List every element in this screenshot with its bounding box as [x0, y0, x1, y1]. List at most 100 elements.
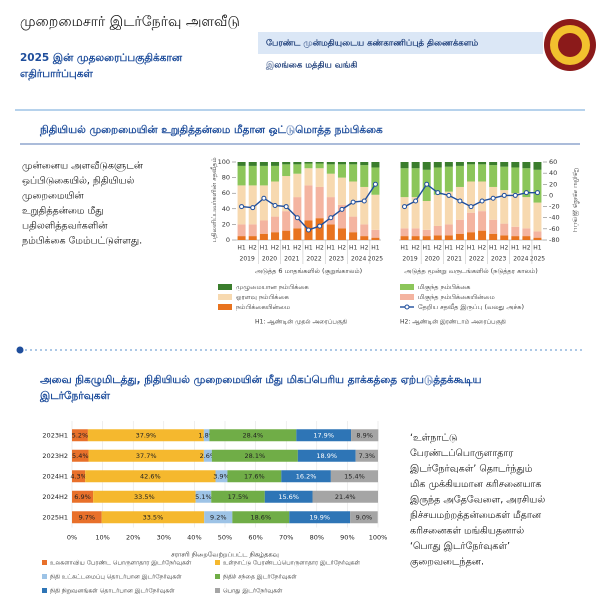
legend-swatch [218, 284, 232, 290]
legend-swatch [218, 294, 232, 300]
bar-segment [248, 224, 257, 237]
bar-segment [433, 235, 442, 240]
bar-segment [522, 197, 531, 229]
y-tick-label: 80 [222, 174, 230, 182]
bar-segment [72, 429, 88, 442]
y2-tick-label: -40 [549, 214, 560, 222]
legend-label: தேறிய சதவீத இருப்பு (வலது அச்சு) [418, 303, 524, 311]
bar-segment [293, 162, 302, 165]
bar-segment [400, 162, 409, 169]
bar-segment [455, 165, 464, 187]
bar-segment [304, 162, 313, 164]
bar-segment [72, 511, 102, 524]
year-label: 2021 [284, 256, 299, 263]
bar-segment [349, 181, 358, 217]
year-label: 2020 [262, 256, 277, 263]
paragraph-line: முறைமையின் [22, 191, 84, 202]
x-tick-label: 70% [279, 534, 293, 542]
x-tick-label: H2 [338, 245, 347, 252]
bar-segment [337, 177, 346, 205]
bar-segment [478, 181, 487, 212]
y2-tick-label: -80 [549, 236, 560, 244]
data-label: 2.6% [200, 452, 217, 460]
bar-segment [271, 181, 280, 217]
bar-segment [281, 470, 331, 483]
legend-swatch [42, 588, 47, 593]
y-tick-label: 2025H1 [42, 513, 68, 521]
bar-segment [248, 185, 257, 225]
legend-label: நம்பிக்கையின்மை [236, 303, 291, 311]
x-tick-label: 10% [95, 534, 109, 542]
bar-segment [237, 162, 246, 166]
net-balance-point [250, 205, 256, 211]
bar-segment [297, 449, 356, 462]
data-label: 9.7% [79, 513, 96, 521]
y2-tick-label: 20 [549, 180, 557, 188]
bar-segment [500, 235, 509, 240]
x-tick-label: H2 [293, 245, 302, 252]
x-tick-label: H2 [249, 245, 258, 252]
bar-segment [264, 490, 313, 503]
bar-segment [282, 230, 291, 240]
bar-segment [72, 470, 86, 483]
subtitle: 2025 இன் முதலரைப்பகுதிக்கான [20, 52, 183, 66]
bar-segment [489, 165, 498, 187]
x-tick-label: 50% [218, 534, 232, 542]
legend-label: உள்நாட்டு பேரண்டப்பொருளாதார இடர்நேர்வுகள… [223, 560, 361, 567]
bar-segment [304, 168, 313, 186]
paragraph-line: பதிலளித்தவர்களின் [22, 221, 108, 232]
bar-segment [433, 194, 442, 226]
y2-tick-label: 60 [549, 158, 557, 166]
x-tick-label: H2 [271, 245, 280, 252]
bar-segment [293, 164, 302, 174]
bar-segment [349, 162, 358, 165]
bar-segment [293, 173, 302, 198]
x-tick-label: H1 [371, 245, 380, 252]
net-balance-point [317, 223, 323, 229]
y-tick-label: 20 [222, 220, 230, 228]
legend-swatch [400, 294, 414, 300]
bar-segment [371, 194, 380, 230]
data-label: 33.5% [143, 513, 164, 521]
bar-segment [87, 429, 204, 442]
bar-segment [411, 168, 420, 198]
bar-segment [315, 162, 324, 164]
bar-segment [203, 449, 212, 462]
net-balance-point [457, 198, 463, 204]
bar-segment [315, 168, 324, 187]
net-balance-point [435, 190, 441, 196]
bar-segment [259, 162, 268, 166]
bar-segment [500, 223, 509, 236]
bar-segment [533, 169, 542, 203]
x-tick-label: H1 [237, 245, 246, 252]
x-tick-label: H1 [304, 245, 313, 252]
bar-segment [337, 164, 346, 178]
bar-segment [326, 173, 335, 198]
data-label: 17.5% [228, 493, 249, 501]
net-balance-point [468, 204, 474, 210]
bar-segment [282, 211, 291, 231]
data-label: 28.4% [243, 431, 264, 439]
bar-segment [259, 220, 268, 234]
bar-segment [337, 228, 346, 240]
y-tick-label: 40 [222, 205, 230, 213]
x-tick-label: H1 [260, 245, 269, 252]
x-tick-label: H1 [282, 245, 291, 252]
bar-segment [444, 162, 453, 167]
bar-segment [489, 219, 498, 234]
data-label: 5.4% [72, 452, 89, 460]
bar-segment [522, 236, 531, 240]
data-label: 5.2% [72, 431, 89, 439]
x-tick-label: H2 [478, 245, 487, 252]
paragraph-line: முன்னைய அளவீடுகளுடன் [22, 161, 144, 172]
bar-segment [422, 201, 431, 230]
legend-label: முழுமையான நம்பிக்கை [236, 283, 310, 292]
panel-subtitle: அடுத்த மூன்று வருடங்களில் (நடுத்தர காலம்… [404, 267, 538, 275]
bank: இலங்கை மத்திய வங்கி [265, 60, 357, 71]
data-label: 9.2% [210, 513, 227, 521]
bar-segment [282, 162, 291, 165]
data-label: 21.4% [335, 493, 356, 501]
year-label: 2024 [513, 256, 528, 263]
bar-segment [433, 162, 442, 168]
y-tick-label: 2023H1 [42, 431, 68, 439]
